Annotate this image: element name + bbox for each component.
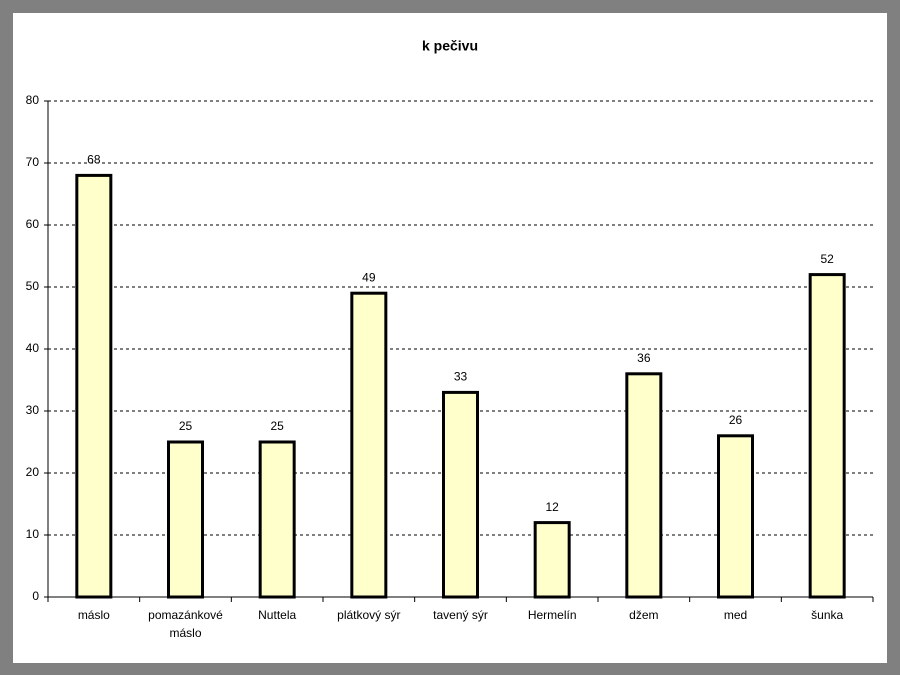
value-label: 49 [362, 270, 376, 284]
value-label: 52 [820, 252, 834, 266]
x-tick-label: džem [629, 608, 659, 622]
y-tick-label: 10 [26, 527, 40, 541]
bar [808, 273, 846, 599]
y-tick-label: 60 [26, 217, 40, 231]
y-tick-label: 70 [26, 155, 40, 169]
value-label: 26 [729, 413, 743, 427]
y-tick-label: 80 [26, 93, 40, 107]
value-label: 33 [454, 370, 468, 384]
bar [75, 173, 113, 599]
x-tick-label: máslo [77, 608, 110, 622]
y-tick-label: 40 [26, 341, 40, 355]
value-label: 68 [87, 153, 101, 167]
y-tick-label: 20 [26, 465, 40, 479]
bar [533, 521, 571, 599]
value-label: 36 [637, 351, 651, 365]
value-label: 25 [179, 419, 193, 433]
x-tick-label: plátkový sýr [337, 608, 401, 622]
chart-title: k pečivu [422, 38, 478, 54]
bar [167, 440, 204, 599]
bar [625, 372, 663, 599]
x-tick-label: med [723, 608, 748, 622]
x-tick-label: Nuttela [258, 608, 297, 622]
y-tick-label: 0 [32, 589, 39, 603]
value-label: 12 [545, 500, 559, 514]
x-tick-label: pomazánkové máslo [148, 608, 223, 640]
bar [350, 291, 388, 599]
bar [717, 434, 754, 599]
x-tick-label: tavený sýr [433, 608, 488, 622]
bar [258, 440, 296, 599]
y-tick-label: 30 [26, 403, 40, 417]
y-tick-label: 50 [26, 279, 40, 293]
bar [442, 390, 479, 599]
value-label: 25 [270, 419, 284, 433]
x-tick-label: Hermelín [527, 608, 577, 622]
x-tick-label: šunka [811, 608, 844, 622]
